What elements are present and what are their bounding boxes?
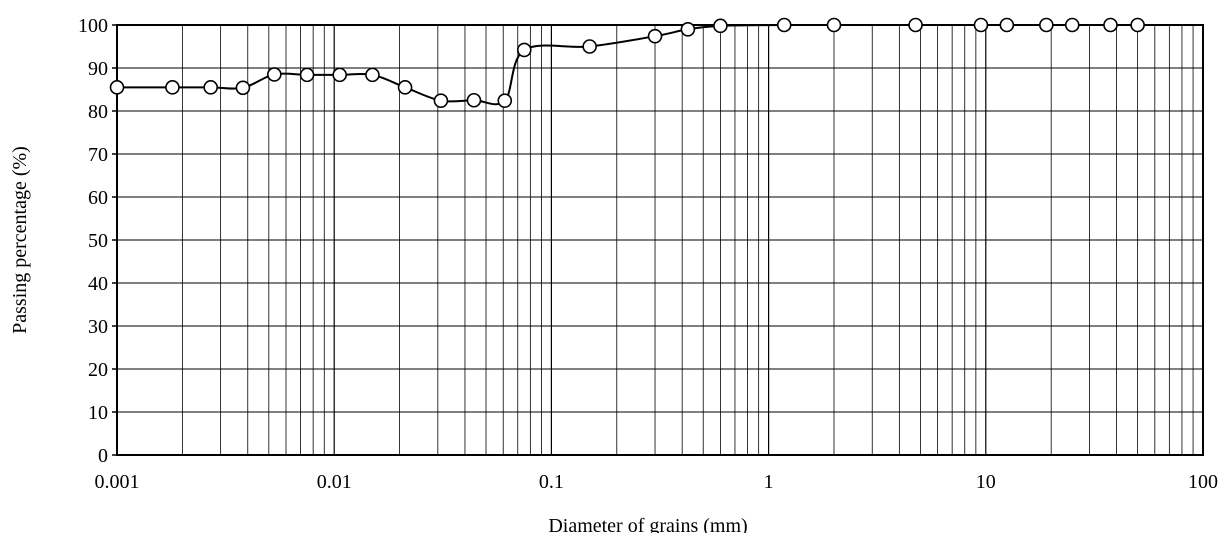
data-point xyxy=(647,28,663,44)
y-tick-label: 90 xyxy=(88,58,108,80)
series-line xyxy=(117,23,1138,106)
data-points xyxy=(109,17,1145,108)
data-point xyxy=(203,80,218,95)
data-point xyxy=(680,21,696,37)
x-tick-label: 100 xyxy=(1188,471,1218,493)
data-point xyxy=(165,80,180,95)
y-tick-label: 0 xyxy=(98,445,108,467)
data-point xyxy=(1039,17,1054,33)
x-tick-label: 0.01 xyxy=(317,471,352,493)
data-point xyxy=(267,67,282,82)
x-tick-label: 0.001 xyxy=(95,471,140,493)
y-tick-label: 100 xyxy=(78,15,108,37)
data-point xyxy=(826,17,842,33)
data-point xyxy=(973,17,989,33)
y-tick-label: 20 xyxy=(88,359,108,381)
data-point xyxy=(397,80,413,95)
y-tick-label: 50 xyxy=(88,230,108,252)
data-point xyxy=(433,93,449,108)
data-point xyxy=(713,18,728,34)
grid-lines xyxy=(116,24,1203,456)
data-point xyxy=(299,67,315,83)
data-point xyxy=(908,17,923,33)
data-point xyxy=(1103,17,1118,33)
data-point xyxy=(1064,17,1080,33)
data-point xyxy=(332,67,347,83)
data-point xyxy=(776,17,792,33)
data-point xyxy=(516,42,532,58)
x-tick-label: 1 xyxy=(764,471,774,493)
x-axis-title: Diameter of grains (mm) xyxy=(548,515,747,533)
x-tick-labels: 0.001 0.01 0.1 1 10 100 xyxy=(95,471,1219,493)
y-tick-label: 80 xyxy=(88,101,108,123)
y-tick-label: 30 xyxy=(88,316,108,338)
data-point xyxy=(235,80,251,96)
data-point xyxy=(497,93,513,108)
data-point xyxy=(999,17,1015,33)
data-point xyxy=(582,39,597,54)
y-axis-title: Passing percentage (%) xyxy=(9,146,31,334)
y-tick-label: 70 xyxy=(88,144,108,166)
data-point xyxy=(1130,17,1145,33)
data-point xyxy=(365,67,380,83)
y-tick-label: 10 xyxy=(88,402,108,424)
x-tick-label: 10 xyxy=(976,471,996,493)
y-tick-label: 40 xyxy=(88,273,108,295)
y-tick-labels: 0 10 20 30 40 50 60 70 80 90 100 xyxy=(78,15,117,467)
x-tick-label: 0.1 xyxy=(539,471,564,493)
data-point xyxy=(466,92,482,108)
y-tick-label: 60 xyxy=(88,187,108,209)
data-point xyxy=(109,80,125,95)
